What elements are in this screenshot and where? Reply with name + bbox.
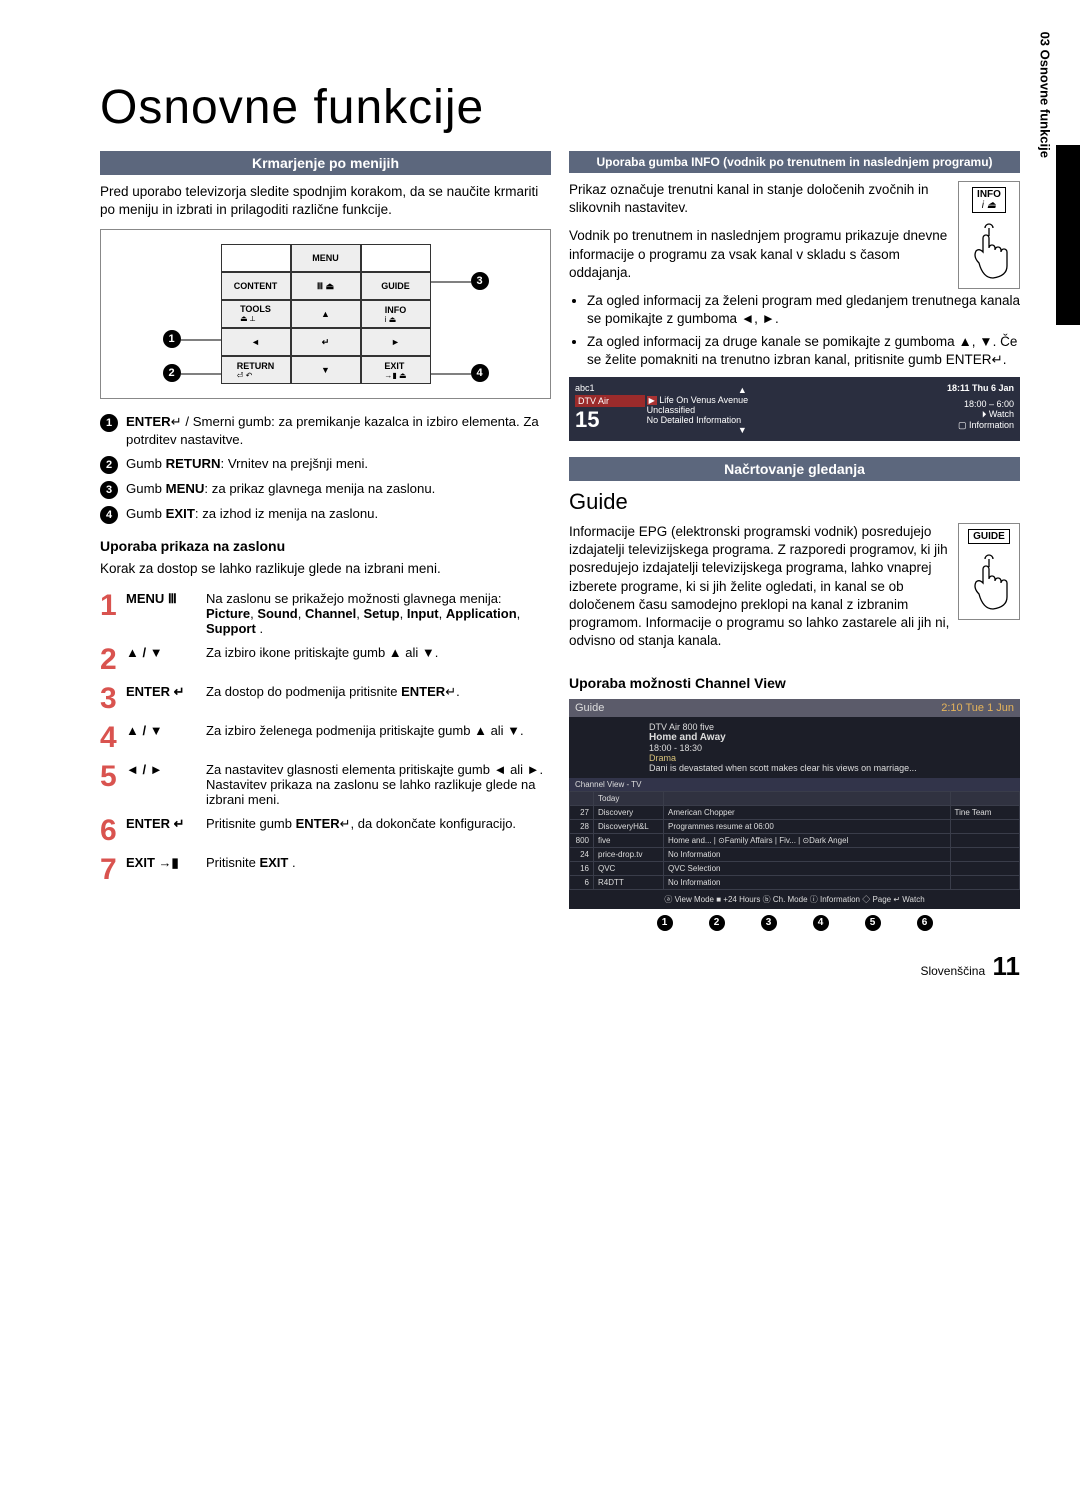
guide-osd-service: DTV Air 800 five <box>649 722 1012 732</box>
remote-callout: 3Gumb MENU: za prikaz glavnega menija na… <box>100 480 551 499</box>
guide-row: 800fiveHome and... | ⊙Family Affairs | F… <box>570 833 1020 847</box>
step-row: 6ENTER ↵Pritisnite gumb ENTER↵, da dokon… <box>100 813 551 852</box>
step-row: 5◄ / ►Za nastavitev glasnosti elementa p… <box>100 759 551 813</box>
guide-body: Informacije EPG (elektronski programski … <box>569 523 1020 651</box>
remote-key-content: CONTENT <box>221 272 291 300</box>
remote-key-menu: MENU <box>291 244 361 272</box>
page-title: Osnovne funkcije <box>100 80 1020 135</box>
info-osd-service: DTV Air <box>575 395 645 407</box>
guide-osd-footer: ⓐ View Mode ■ +24 Hours ⓑ Ch. Mode ⓘ Inf… <box>569 890 1020 909</box>
info-button-illustration: INFOi ⏏ <box>958 181 1020 289</box>
remote-callout-icon: 3 <box>471 272 489 290</box>
right-section-heading: Uporaba gumba INFO (vodnik po trenutnem … <box>569 151 1020 173</box>
info-osd-clock: 18:11 Thu 6 Jan <box>840 383 1014 393</box>
right-p2: Vodnik po trenutnem in naslednjem progra… <box>569 227 1020 282</box>
step-row: 1MENU ⅢNa zaslonu se prikažejo možnosti … <box>100 588 551 642</box>
step-row: 3ENTER ↵Za dostop do podmenija pritisnit… <box>100 681 551 720</box>
guide-osd-viewline: Channel View - TV <box>569 778 1020 791</box>
guide-row: 27DiscoveryAmerican ChopperTine Team <box>570 805 1020 819</box>
info-osd-time: 18:00 – 6:00 <box>840 399 1014 409</box>
remote-callout-icon: 4 <box>471 364 489 382</box>
guide-osd-time: 18:00 - 18:30 <box>649 743 1012 753</box>
remote-callout-icon: 2 <box>163 364 181 382</box>
remote-key-return: RETURN⏎ ↶ <box>221 356 291 384</box>
info-osd-watch: ⏵ Watch <box>840 409 1014 420</box>
cv-heading: Uporaba možnosti Channel View <box>569 675 1020 691</box>
left-section-heading: Krmarjenje po menijih <box>100 151 551 175</box>
guide-row: 28DiscoveryH&LProgrammes resume at 06:00 <box>570 819 1020 833</box>
right-bullets: Za ogled informacij za želeni program me… <box>569 292 1020 369</box>
remote-key-menu2: Ⅲ ⏏ <box>291 272 361 300</box>
guide-osd-table: Today27DiscoveryAmerican ChopperTine Tea… <box>569 791 1020 890</box>
remote-callout: 4Gumb EXIT: za izhod iz menija na zaslon… <box>100 505 551 524</box>
guide-row: 16QVCQVC Selection <box>570 861 1020 875</box>
step-row: 7EXIT →▮Pritisnite EXIT . <box>100 852 551 891</box>
remote-key-enter: ↵ <box>291 328 361 356</box>
guide-osd-clock: 2:10 Tue 1 Jun <box>941 702 1014 714</box>
plan-heading: Načrtovanje gledanja <box>569 457 1020 481</box>
guide-row: 6R4DTTNo Information <box>570 875 1020 889</box>
remote-key-guide: GUIDE <box>361 272 431 300</box>
info-bullet: Za ogled informacij za druge kanale se p… <box>587 333 1020 369</box>
remote-key-exit: EXIT→▮ ⏏ <box>361 356 431 384</box>
hand-icon <box>959 549 1019 619</box>
hand-icon <box>959 218 1019 288</box>
info-button-label: INFOi ⏏ <box>972 187 1006 213</box>
remote-key-down: ▼ <box>291 356 361 384</box>
step-row: 2▲ / ▼Za izbiro ikone pritiskajte gumb ▲… <box>100 642 551 681</box>
footer-page: 11 <box>993 951 1021 981</box>
guide-osd-prog: Home and Away <box>649 732 1012 743</box>
guide-osd-callouts: 123456 <box>569 915 1020 931</box>
remote-key-tools: TOOLS⏏ ⟂ <box>221 300 291 328</box>
info-osd-infoline: ▢ Information <box>840 420 1014 431</box>
remote-key-up: ▲ <box>291 300 361 328</box>
remote-callout: 1ENTER↵ / Smerni gumb: za premikanje kaz… <box>100 413 551 449</box>
osd-note: Korak za dostop se lahko razlikuje glede… <box>100 560 551 578</box>
guide-row: 24price-drop.tvNo Information <box>570 847 1020 861</box>
guide-button-illustration: GUIDE <box>958 523 1020 620</box>
remote-callout: 2Gumb RETURN: Vrnitev na prejšnji meni. <box>100 455 551 474</box>
page-footer: Slovenščina 11 <box>100 951 1020 982</box>
remote-diagram: MENU CONTENT Ⅲ ⏏ GUIDE TOOLS⏏ ⟂ ▲ INFOi … <box>100 229 551 399</box>
guide-osd-genre: Drama <box>649 753 1012 763</box>
guide-osd: Guide 2:10 Tue 1 Jun DTV Air 800 five Ho… <box>569 699 1020 909</box>
steps-table: 1MENU ⅢNa zaslonu se prikažejo možnosti … <box>100 588 551 891</box>
right-p1: Prikaz označuje trenutni kanal in stanje… <box>569 181 1020 217</box>
left-intro: Pred uporabo televizorja sledite spodnji… <box>100 183 551 219</box>
step-row: 4▲ / ▼Za izbiro želenega podmenija priti… <box>100 720 551 759</box>
info-bullet: Za ogled informacij za želeni program me… <box>587 292 1020 328</box>
remote-key-right: ► <box>361 328 431 356</box>
info-osd-class: Unclassified <box>647 405 838 415</box>
guide-title: Guide <box>569 489 1020 515</box>
info-osd-prog: Life On Venus Avenue <box>659 395 748 405</box>
info-osd-chnumber: 15 <box>575 407 645 433</box>
remote-callout-icon: 1 <box>163 330 181 348</box>
guide-button-label: GUIDE <box>968 529 1010 544</box>
footer-lang: Slovenščina <box>920 964 985 978</box>
info-osd-detail: No Detailed Information <box>647 415 838 425</box>
info-osd: abc1 DTV Air 15 ▲ ▶ Life On Venus Avenue… <box>569 377 1020 441</box>
info-osd-chname: abc1 <box>575 383 645 393</box>
chapter-tab <box>1056 145 1080 325</box>
chapter-tab-label: 03 Osnovne funkcije <box>1037 32 1052 158</box>
remote-key-info: INFOi ⏏ <box>361 300 431 328</box>
guide-osd-title: Guide <box>575 702 604 714</box>
osd-heading: Uporaba prikaza na zaslonu <box>100 538 551 554</box>
remote-key-left: ◄ <box>221 328 291 356</box>
guide-osd-desc: Dani is devastated when scott makes clea… <box>649 763 1012 773</box>
